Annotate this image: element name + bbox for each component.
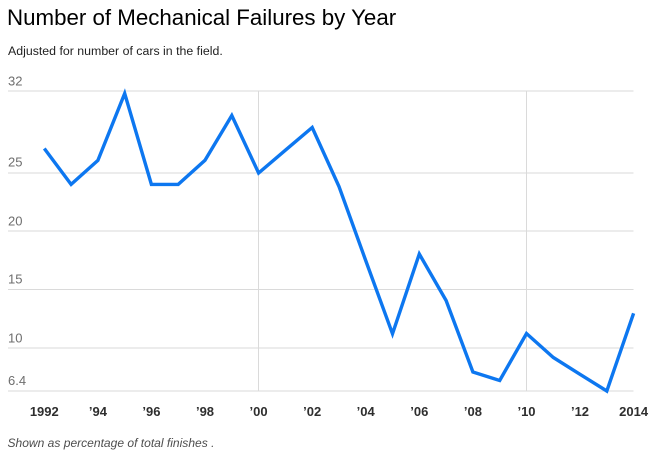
svg-text:6.4: 6.4	[8, 373, 26, 388]
svg-text:’98: ’98	[196, 404, 214, 419]
svg-text:2014: 2014	[619, 404, 649, 419]
svg-text:25: 25	[8, 155, 22, 170]
svg-text:Number of Mechanical Failures: Number of Mechanical Failures by Year	[7, 5, 397, 30]
svg-text:’00: ’00	[250, 404, 268, 419]
svg-text:10: 10	[8, 331, 22, 346]
svg-text:Adjusted for number of cars in: Adjusted for number of cars in the field…	[8, 44, 223, 58]
svg-text:’02: ’02	[303, 404, 321, 419]
svg-text:Shown as percentage of total f: Shown as percentage of total finishes .	[8, 436, 215, 450]
svg-text:’04: ’04	[357, 404, 376, 419]
svg-text:15: 15	[8, 272, 22, 287]
svg-text:’94: ’94	[89, 404, 108, 419]
svg-text:’08: ’08	[464, 404, 482, 419]
svg-text:’10: ’10	[517, 404, 535, 419]
svg-text:’06: ’06	[410, 404, 428, 419]
svg-text:’96: ’96	[142, 404, 160, 419]
svg-text:’12: ’12	[571, 404, 589, 419]
svg-text:32: 32	[8, 73, 22, 88]
svg-text:1992: 1992	[30, 404, 59, 419]
svg-text:20: 20	[8, 214, 22, 229]
